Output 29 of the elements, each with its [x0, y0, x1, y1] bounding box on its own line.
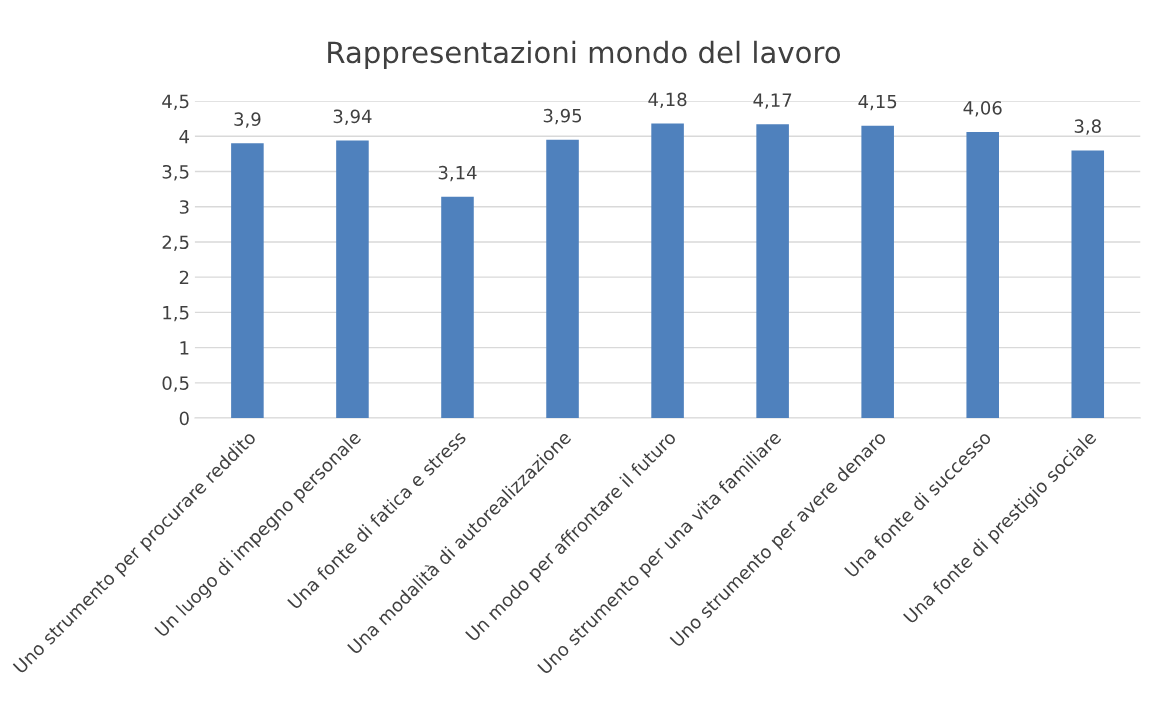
- data-label: 4,06: [963, 101, 1002, 117]
- y-tick-label: 3: [179, 200, 189, 214]
- y-tick-label: 2,5: [162, 235, 189, 251]
- data-label: 3,94: [333, 109, 372, 125]
- y-tick-label: 3,5: [162, 164, 189, 181]
- y-tick-label: 1: [180, 341, 189, 355]
- data-label: 4,15: [858, 94, 897, 111]
- y-tick-label: 1,5: [163, 306, 189, 322]
- data-label: 4,17: [753, 93, 792, 109]
- y-tick-label: 0: [179, 411, 189, 426]
- data-label: 3,8: [1074, 119, 1101, 135]
- data-label: 3,14: [438, 165, 477, 182]
- bar: [1071, 150, 1105, 419]
- y-tick-label: 2: [179, 270, 189, 285]
- chart-title: Rappresentazioni mondo del lavoro: [328, 40, 841, 69]
- bar: [546, 139, 579, 419]
- bar: [966, 132, 999, 419]
- bar: [336, 140, 369, 419]
- data-label: 3,9: [234, 112, 261, 128]
- bar: [441, 196, 474, 419]
- data-label: 3,95: [543, 108, 582, 125]
- y-tick-label: 0,5: [162, 376, 189, 392]
- bar: [861, 125, 894, 419]
- data-label: 4,18: [648, 92, 687, 109]
- bar: [651, 123, 684, 419]
- y-tick-label: 4: [179, 129, 190, 144]
- bar: [756, 124, 789, 419]
- bar: [231, 143, 264, 419]
- y-tick-label: 4,5: [162, 94, 189, 111]
